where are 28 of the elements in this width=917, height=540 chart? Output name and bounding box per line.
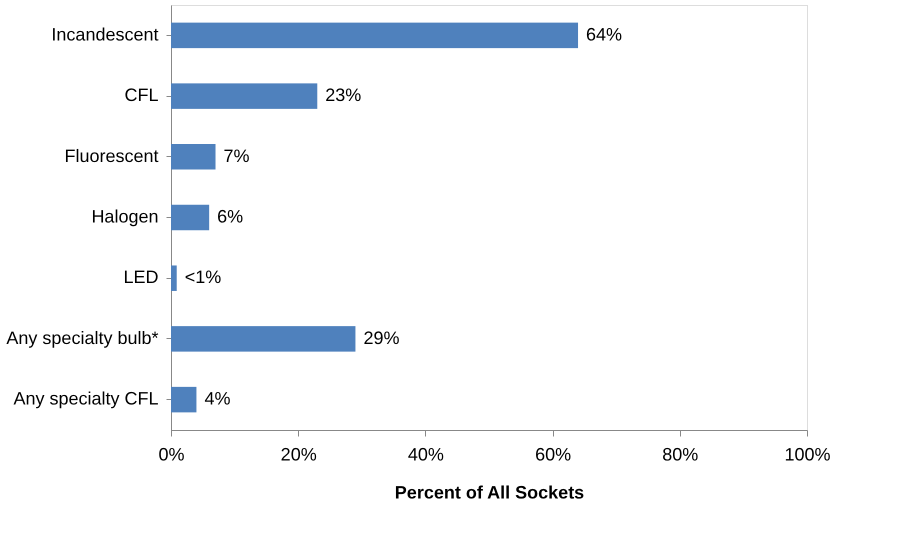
y-tick-label: Any specialty CFL <box>13 388 158 409</box>
data-label: 29% <box>363 328 400 348</box>
data-label: 23% <box>325 85 362 106</box>
x-tick-label: 60% <box>535 444 572 464</box>
x-tick-label: 20% <box>280 444 317 464</box>
bar <box>171 22 578 48</box>
x-tick-label: 0% <box>158 444 185 464</box>
bar <box>171 386 196 412</box>
y-tick-label: LED <box>123 267 158 288</box>
bar <box>171 83 318 109</box>
y-tick-label: CFL <box>124 85 158 106</box>
data-label: 7% <box>224 146 250 166</box>
y-tick-label: Incandescent <box>51 24 158 44</box>
data-label: 4% <box>204 388 230 409</box>
data-label: 6% <box>217 206 244 226</box>
y-tick-label: Fluorescent <box>64 146 158 166</box>
data-label: <1% <box>184 267 222 288</box>
bar <box>171 326 356 352</box>
x-tick-label: 40% <box>408 444 444 464</box>
x-tick-label: 80% <box>662 444 698 464</box>
x-axis-title: Percent of All Sockets <box>394 482 584 502</box>
data-label: 64% <box>586 24 622 44</box>
x-tick-label: 100% <box>784 444 831 464</box>
bar <box>171 144 216 170</box>
bar <box>171 265 177 291</box>
y-tick-label: Halogen <box>91 206 158 226</box>
bar <box>171 204 210 230</box>
y-tick-label: Any specialty bulb* <box>6 328 158 348</box>
